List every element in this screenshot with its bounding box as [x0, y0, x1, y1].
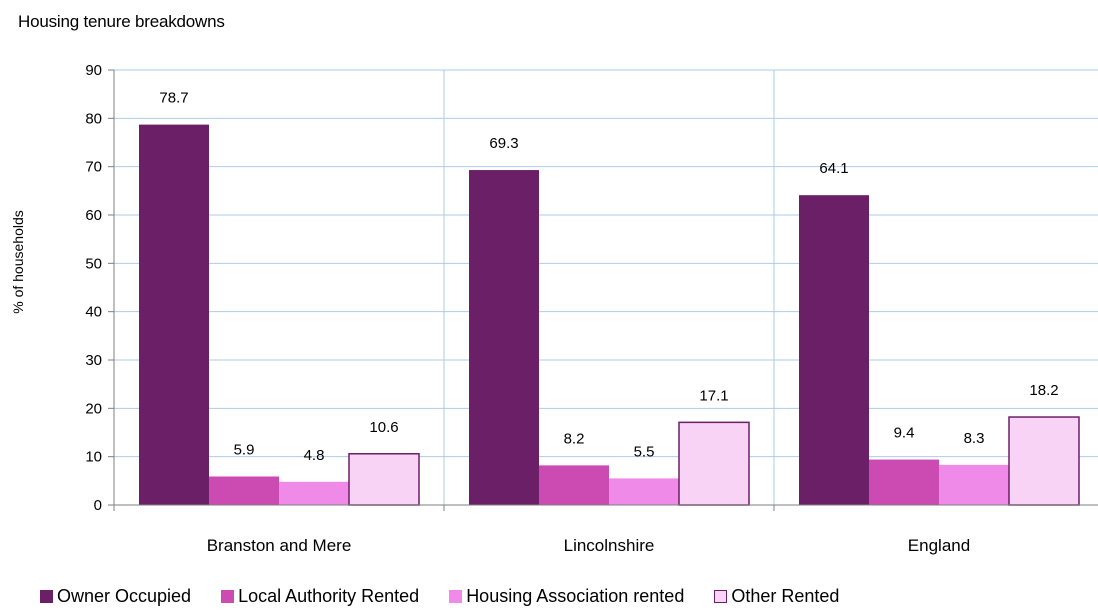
- bar: [609, 478, 679, 505]
- legend-item: Owner Occupied: [40, 586, 191, 607]
- data-label: 78.7: [159, 90, 188, 107]
- bar: [869, 459, 939, 505]
- chart-title: Housing tenure breakdowns: [18, 12, 225, 31]
- y-tick-label: 90: [85, 62, 102, 79]
- bar: [209, 476, 279, 505]
- legend-item: Other Rented: [714, 586, 839, 607]
- data-label: 8.3: [964, 430, 985, 447]
- x-category-label: England: [908, 536, 970, 555]
- gridlines: [114, 69, 1098, 458]
- legend-swatch: [449, 590, 463, 603]
- data-label: 9.4: [894, 425, 915, 442]
- bar: [279, 481, 349, 505]
- y-tick-label: 30: [85, 352, 102, 369]
- data-labels: 78.7 5.9 4.8 10.6 69.3 8.2 5.5 17.1 64.1 9.4 8.3 18…: [159, 90, 1058, 464]
- legend-label: Housing Association rented: [466, 586, 685, 606]
- bar: [539, 465, 609, 505]
- legend-swatch: [714, 590, 728, 603]
- bar: [799, 195, 869, 505]
- legend-swatch: [40, 590, 53, 603]
- data-label: 4.8: [304, 447, 325, 464]
- bar: [139, 124, 209, 505]
- y-axis-title: % of households: [10, 210, 26, 314]
- legend-label: Other Rented: [731, 586, 840, 606]
- data-label: 10.6: [369, 419, 398, 436]
- y-tick-label: 80: [85, 110, 102, 127]
- y-tick-label: 70: [85, 159, 102, 176]
- data-label: 17.1: [699, 387, 728, 404]
- axes: 0 10 20 30 40 50 60 70 80 90 Branston and Mere Linc…: [85, 62, 1098, 555]
- bar-chart: 78.7 5.9 4.8 10.6 69.3 8.2 5.5 17.1 64.1 9.4 8.3 18…: [10, 62, 1098, 555]
- x-category-label: Branston and Mere: [207, 536, 352, 555]
- legend-swatch: [221, 590, 235, 603]
- legend-label: Local Authority Rented: [238, 586, 420, 606]
- bar: [348, 453, 420, 506]
- bar: [469, 170, 539, 506]
- data-label: 69.3: [489, 135, 518, 152]
- legend: Owner Occupied Local Authority Rented Hous…: [40, 586, 1090, 607]
- category-separators: [443, 70, 775, 505]
- y-tick-label: 10: [85, 449, 102, 466]
- y-tick-label: 50: [85, 255, 102, 272]
- legend-item: Local Authority Rented: [221, 586, 419, 607]
- x-category-label: Lincolnshire: [564, 536, 655, 555]
- data-label: 5.9: [234, 441, 255, 458]
- bar: [1008, 416, 1080, 506]
- data-label: 64.1: [819, 160, 848, 177]
- data-label: 8.2: [564, 430, 585, 447]
- y-tick-label: 60: [85, 207, 102, 224]
- bar: [678, 421, 750, 506]
- y-tick-label: 0: [94, 497, 102, 514]
- legend-label: Owner Occupied: [57, 586, 192, 606]
- bars: [139, 124, 1080, 506]
- bar: [939, 464, 1009, 505]
- data-label: 18.2: [1029, 382, 1058, 399]
- y-tick-label: 40: [85, 304, 102, 321]
- data-label: 5.5: [634, 443, 655, 460]
- legend-item: Housing Association rented: [449, 586, 684, 607]
- y-tick-label: 20: [85, 400, 102, 417]
